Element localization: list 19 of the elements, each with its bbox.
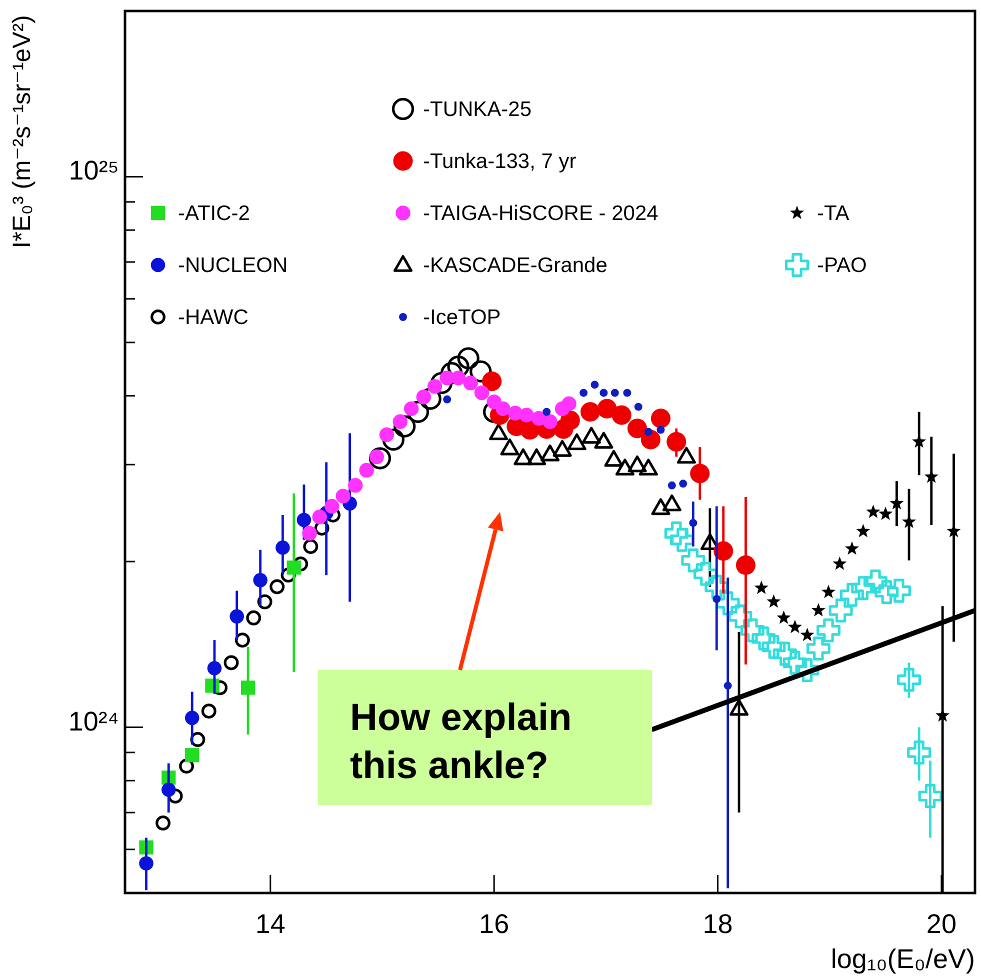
y-tick-label: 10²⁴: [68, 706, 119, 736]
legend-label: -ATIC-2: [178, 202, 250, 225]
y-axis-title: I*E₀³ (m⁻²s⁻¹sr⁻¹eV²): [8, 15, 36, 248]
legend-label: -TAIGA-HiSCORE - 2024: [423, 202, 659, 225]
y-tick-label: 10²⁵: [68, 156, 119, 186]
legend-label: -TUNKA-25: [423, 98, 532, 121]
legend-label: -HAWC: [178, 306, 248, 329]
legend-label: -Tunka-133, 7 yr: [423, 150, 576, 173]
x-tick-label: 14: [255, 909, 286, 939]
legend-label: -PAO: [817, 254, 867, 277]
legend-label: -NUCLEON: [178, 254, 288, 277]
x-tick-label: 18: [702, 909, 733, 939]
legend-label: -KASCADE-Grande: [423, 254, 608, 277]
x-tick-label: 20: [926, 909, 956, 939]
legend-label: -TA: [817, 202, 850, 225]
annotation: How explain this ankle?: [350, 697, 572, 787]
legend-label: -IceTOP: [423, 306, 501, 329]
x-tick-label: 16: [479, 909, 510, 939]
x-axis-title: log₁₀(E₀/eV): [830, 944, 975, 974]
